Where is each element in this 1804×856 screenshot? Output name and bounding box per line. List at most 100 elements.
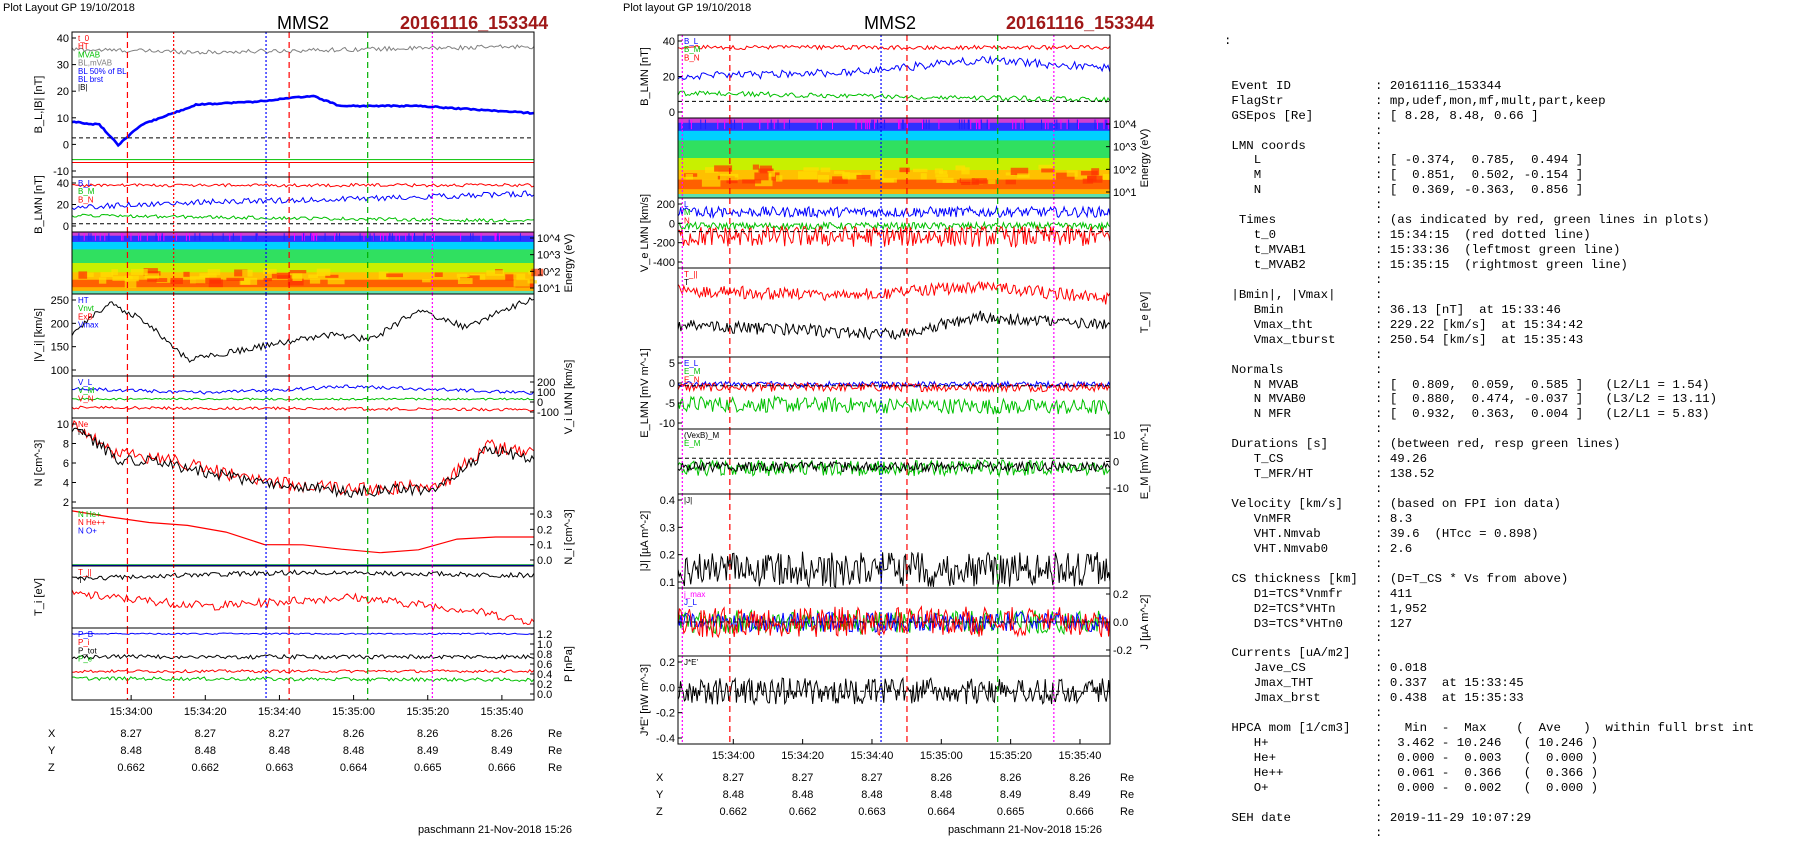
y-tick-label: 40 bbox=[663, 36, 675, 48]
spectrogram-band bbox=[72, 235, 534, 243]
legend-entry: |J| bbox=[684, 496, 692, 505]
legend-entry: E_N bbox=[684, 375, 700, 384]
spectrogram-patch bbox=[971, 178, 987, 184]
trace-ne bbox=[71, 419, 535, 496]
summary-colon: : bbox=[1224, 33, 1232, 48]
summary-row: : bbox=[1224, 124, 1799, 139]
summary-label: T_CS bbox=[1224, 452, 1284, 467]
summary-row: Times: (as indicated by red, green lines… bbox=[1224, 213, 1799, 228]
spectrogram-patch bbox=[325, 274, 339, 278]
spectrogram-patch bbox=[935, 174, 948, 178]
y-tick-label: 1.2 bbox=[537, 629, 552, 641]
legend-entry: P_tot bbox=[78, 646, 97, 655]
spectrogram-patch bbox=[938, 170, 948, 175]
summary-label: CS thickness [km] bbox=[1224, 571, 1358, 586]
summary-row: SEH date: 2019-11-29 10:07:29 bbox=[1224, 811, 1799, 826]
summary-label: He++ bbox=[1224, 765, 1284, 780]
spectrogram-patch bbox=[207, 269, 221, 276]
y-tick-label: -200 bbox=[653, 238, 675, 250]
ephemeris-value: 8.48 bbox=[269, 745, 290, 757]
spectrogram-patch bbox=[486, 270, 505, 276]
ephemeris-row-label: X bbox=[656, 772, 664, 784]
summary-value: : 2019-11-29 10:07:29 bbox=[1375, 810, 1532, 825]
summary-value: : bbox=[1375, 198, 1383, 213]
panel-frame bbox=[71, 293, 535, 377]
y-tick-label: 0 bbox=[669, 378, 675, 390]
summary-value: : bbox=[1375, 482, 1383, 497]
ephemeris-value: 8.27 bbox=[195, 728, 216, 740]
summary-row: t_MVAB1: 15:33:36 (leftmost green line) bbox=[1224, 243, 1799, 258]
summary-row: : bbox=[1224, 796, 1799, 811]
summary-label: VHT.Nmvab bbox=[1224, 526, 1321, 541]
ephemeris-unit: Re bbox=[548, 745, 562, 757]
spectrogram-patch bbox=[856, 174, 871, 180]
summary-label bbox=[1224, 124, 1375, 139]
summary-label: GSEpos [Re] bbox=[1224, 108, 1314, 123]
spectrogram-patch bbox=[913, 168, 928, 173]
spectrogram-patch bbox=[934, 168, 943, 174]
x-tick-label: 15:35:20 bbox=[406, 706, 449, 718]
summary-value: : bbox=[1375, 631, 1383, 646]
legend-entry: Ne bbox=[78, 420, 89, 429]
spectrogram-patch bbox=[234, 269, 248, 277]
y-axis-label: E_M [mV m^-1] bbox=[1139, 424, 1151, 499]
spectrogram-patch bbox=[1005, 172, 1015, 176]
y-tick-label: 5 bbox=[669, 358, 675, 370]
y-tick-label: 1.0 bbox=[537, 639, 552, 651]
panel-p: 1.21.00.80.60.40.20.0 P [nPa] P_BP_iP_totP… bbox=[71, 627, 575, 701]
spectrogram-band bbox=[72, 272, 534, 281]
spectrogram-patch bbox=[199, 273, 217, 278]
left-figure: Plot Layout GP 19/10/2018 MMS2 20161116_15… bbox=[3, 2, 575, 836]
spectrogram-patch bbox=[705, 167, 719, 173]
y-tick-label: 0.3 bbox=[537, 509, 552, 521]
y-tick-label: 0 bbox=[537, 397, 543, 409]
spectrogram-patch bbox=[955, 165, 966, 171]
summary-row: : bbox=[1224, 826, 1799, 841]
figure-footer: paschmann 21-Nov-2018 15:26 bbox=[418, 824, 572, 836]
y-axis-label: N [cm^-3] bbox=[33, 440, 45, 487]
summary-value: : bbox=[1375, 646, 1383, 661]
summary-row: t_0: 15:34:15 (red dotted line) bbox=[1224, 228, 1799, 243]
x-tick-label: 15:34:20 bbox=[184, 706, 227, 718]
legend-entry: L bbox=[684, 200, 689, 209]
spectrogram-patch bbox=[771, 172, 780, 181]
summary-label bbox=[1224, 348, 1375, 363]
y-tick-label: 10 bbox=[57, 113, 69, 125]
y-tick-label: 40 bbox=[57, 178, 69, 190]
legend-entry: j_max bbox=[683, 590, 705, 599]
summary-row: |Bmin|, |Vmax|: bbox=[1224, 288, 1799, 303]
trace-l bbox=[677, 204, 1111, 220]
spectrogram-patch bbox=[834, 170, 845, 174]
panel-frame bbox=[71, 375, 535, 419]
summary-value: : 0.061 - 0.366 ( 0.366 ) bbox=[1375, 765, 1599, 780]
spectrogram-patch bbox=[875, 171, 884, 179]
ephemeris-unit: Re bbox=[548, 762, 562, 774]
ephemeris-value: 8.27 bbox=[269, 728, 290, 740]
spectrogram-band bbox=[678, 158, 1110, 171]
summary-row: H+: 3.462 - 10.246 ( 10.246 ) bbox=[1224, 736, 1799, 751]
summary-row: : bbox=[1224, 422, 1799, 437]
figure-footer: paschmann 21-Nov-2018 15:26 bbox=[948, 824, 1102, 836]
spectrogram-patch bbox=[1005, 179, 1016, 185]
spectrogram-patch bbox=[513, 273, 526, 280]
summary-row: Currents [uA/m2]: bbox=[1224, 646, 1799, 661]
panel-te: T_e [eV] T_||T bbox=[677, 267, 1151, 358]
summary-label: Normals bbox=[1224, 362, 1284, 377]
y-tick-label: 0 bbox=[669, 218, 675, 230]
spectrogram-patch bbox=[292, 273, 303, 281]
summary-value: : [ 8.28, 8.48, 0.66 ] bbox=[1375, 108, 1539, 123]
trace-p-b bbox=[71, 632, 535, 636]
legend-entry: N He++ bbox=[78, 518, 106, 527]
ephemeris-value: 0.665 bbox=[997, 806, 1025, 818]
summary-value: : 250.54 [km/s] at 15:35:43 bbox=[1375, 332, 1584, 347]
y-tick-label: 0.8 bbox=[537, 649, 552, 661]
y-tick-label: 0.3 bbox=[660, 522, 675, 534]
summary-value: : 1,952 bbox=[1375, 601, 1428, 616]
y-tick-label: 10^2 bbox=[537, 266, 561, 278]
summary-value: : 49.26 bbox=[1375, 452, 1428, 467]
legend-entry: V_L bbox=[78, 378, 93, 387]
spectrogram-patch bbox=[961, 167, 970, 175]
trace-v-m bbox=[71, 397, 535, 401]
spectrogram-patch bbox=[155, 278, 168, 283]
